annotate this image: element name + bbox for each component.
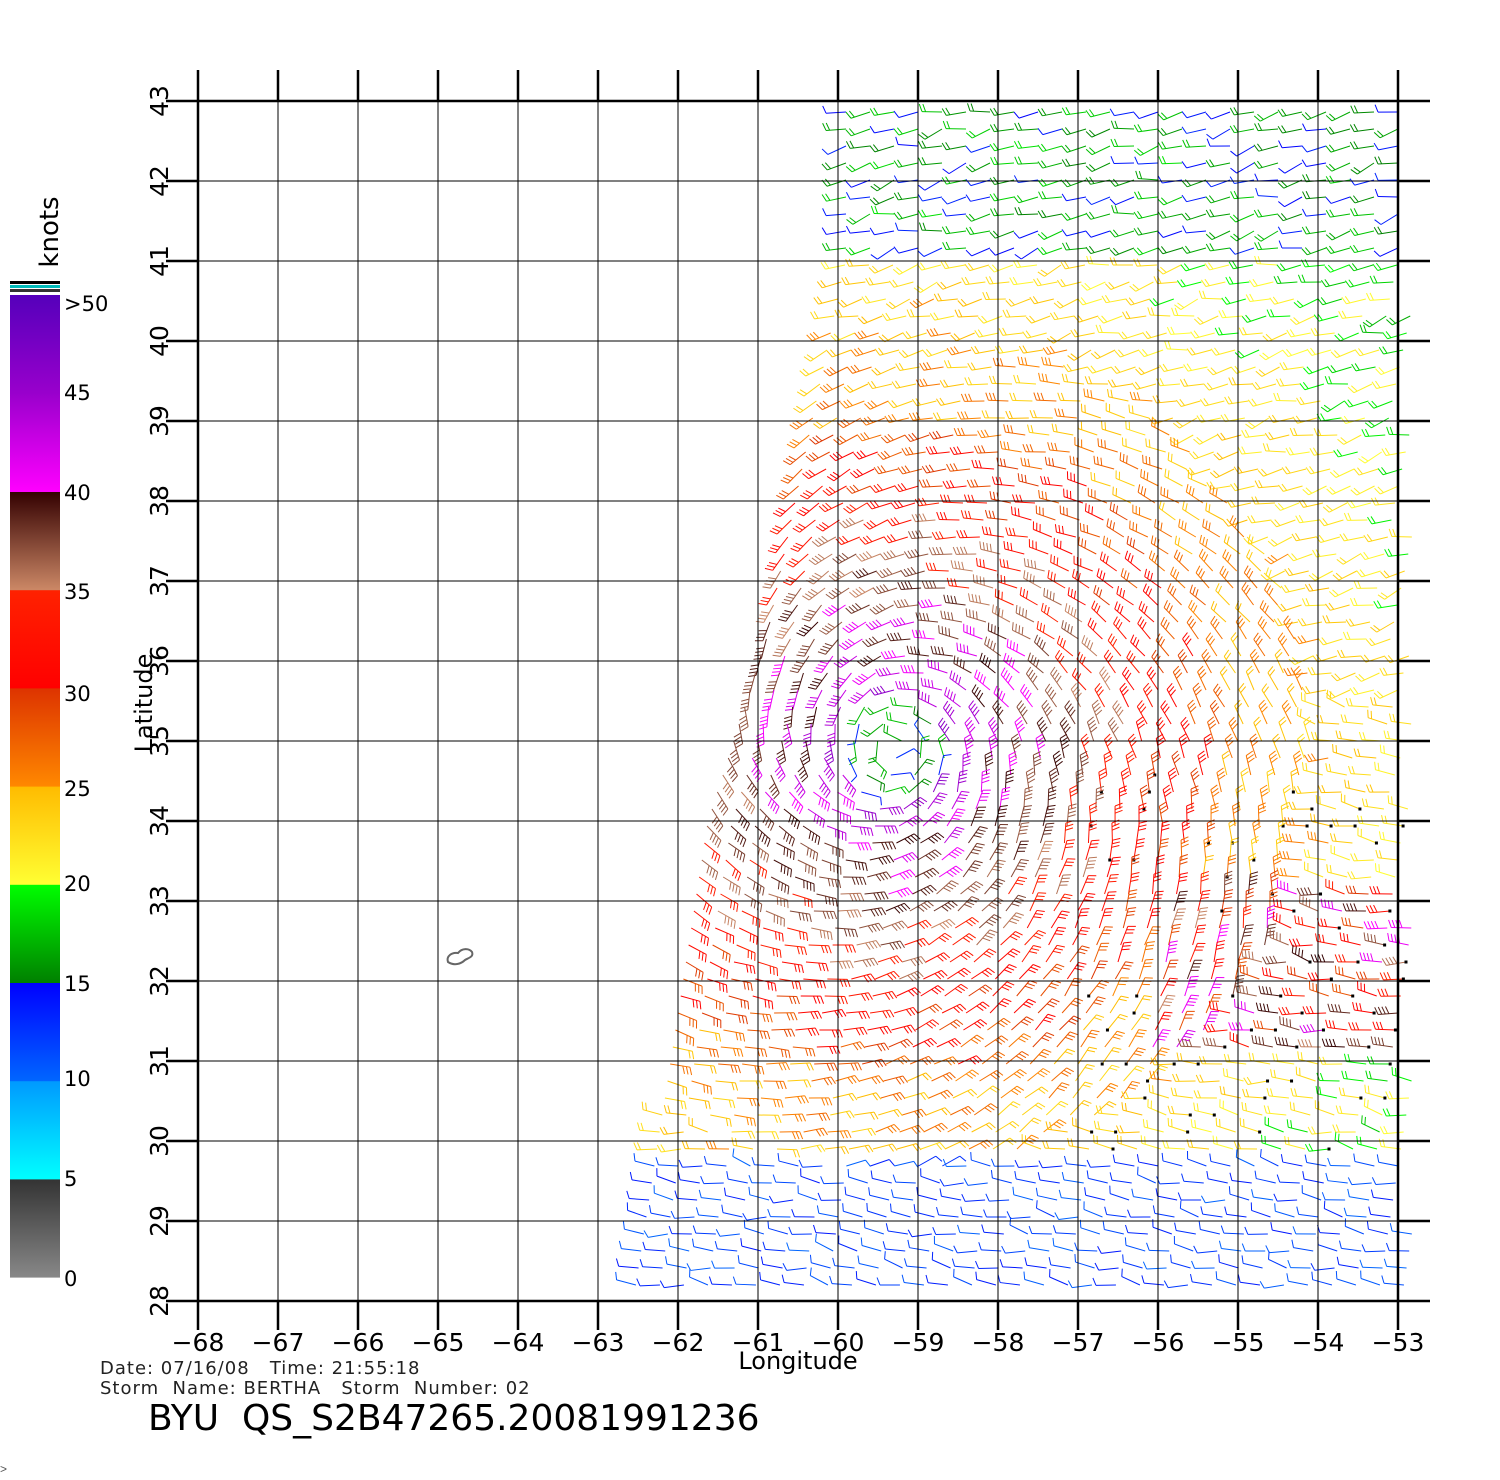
legend-bin-0 xyxy=(10,1178,60,1278)
lon-tick-label: −60 xyxy=(812,1328,865,1357)
x-axis-title: Longitude xyxy=(738,1347,857,1375)
lat-tick-label: 31 xyxy=(145,1045,174,1077)
legend-label: 25 xyxy=(64,777,91,801)
lon-tick-label: −61 xyxy=(732,1328,785,1357)
legend-top-stripe xyxy=(10,289,60,292)
lon-tick-label: −62 xyxy=(652,1328,705,1357)
wind-speed-legend: >50 45 40 35 30 25 20 15 10 5 0 xyxy=(10,281,108,1291)
lat-tick-label: 36 xyxy=(145,645,174,677)
lon-tick-label: −56 xyxy=(1132,1328,1185,1357)
legend-bin-15 xyxy=(10,884,60,983)
lat-tick-label: 32 xyxy=(145,965,174,997)
wind-barbs-layer xyxy=(615,103,1412,1289)
lon-tick-label: −53 xyxy=(1372,1328,1425,1357)
legend-bin-20 xyxy=(10,786,60,885)
axis-ticks: −68 −67 −66 −65 −64 −63 −62 −61 −60 −59 −58 −57 −56−… xyxy=(145,70,1430,1357)
lon-tick-label: −67 xyxy=(252,1328,305,1357)
lat-lon-grid xyxy=(196,99,1400,1303)
lon-tick-label: −58 xyxy=(972,1328,1025,1357)
date-time-line: Date: 07/16/08 Time: 21:55:18 xyxy=(100,1358,421,1379)
lat-tick-label: 34 xyxy=(145,805,174,837)
product-identifier: BYU QS_S2B47265.20081991236 xyxy=(148,1398,760,1439)
legend-bin-40 xyxy=(10,393,60,492)
legend-top-stripe xyxy=(10,281,60,284)
legend-label: 40 xyxy=(64,481,91,505)
lon-tick-label: −57 xyxy=(1052,1328,1105,1357)
lat-tick-label: 40 xyxy=(145,325,174,357)
legend-bin-30 xyxy=(10,589,60,689)
corner-mark: > xyxy=(0,1462,8,1476)
legend-label: 0 xyxy=(64,1267,77,1291)
legend-label: >50 xyxy=(64,292,108,316)
lat-tick-label: 33 xyxy=(145,885,174,917)
lon-tick-label: −63 xyxy=(572,1328,625,1357)
axis-labels: Longitude Latitude knots xyxy=(35,196,858,1375)
lat-tick-label: 37 xyxy=(145,565,174,597)
lat-tick-label: 43 xyxy=(145,85,174,117)
legend-bin-45 xyxy=(10,295,60,394)
legend-label: 10 xyxy=(64,1067,91,1091)
legend-label: 15 xyxy=(64,972,91,996)
legend-bin-35 xyxy=(10,491,60,591)
lon-tick-label: −55 xyxy=(1212,1328,1265,1357)
lat-tick-label: 30 xyxy=(145,1125,174,1157)
lat-tick-label: 41 xyxy=(145,245,174,277)
lon-tick-label: −59 xyxy=(892,1328,945,1357)
lat-tick-label: 39 xyxy=(145,405,174,437)
lat-tick-label: 35 xyxy=(145,725,174,757)
legend-label: 45 xyxy=(64,381,91,405)
lon-tick-label: −66 xyxy=(332,1328,385,1357)
legend-top-stripe xyxy=(10,285,60,288)
lat-tick-label: 42 xyxy=(145,165,174,197)
lon-tick-label: −68 xyxy=(172,1328,225,1357)
legend-label: 35 xyxy=(64,580,91,604)
legend-label: 30 xyxy=(64,682,91,706)
lon-tick-label: −64 xyxy=(492,1328,545,1357)
legend-bin-5 xyxy=(10,1080,60,1180)
lat-tick-label: 29 xyxy=(145,1205,174,1237)
lon-tick-label: −65 xyxy=(412,1328,465,1357)
legend-bin-10 xyxy=(10,982,60,1082)
lon-tick-label: −54 xyxy=(1292,1328,1345,1357)
storm-name-line: Storm Name: BERTHA Storm Number: 02 xyxy=(100,1378,531,1399)
legend-title: knots xyxy=(35,196,65,267)
legend-label: 20 xyxy=(64,872,91,896)
bermuda-outline xyxy=(446,948,474,966)
lat-tick-label: 38 xyxy=(145,485,174,517)
y-axis-title: Latitude xyxy=(130,654,158,753)
legend-label: 5 xyxy=(64,1167,77,1191)
legend-bin-25 xyxy=(10,687,60,787)
lat-tick-label: 28 xyxy=(145,1285,174,1317)
